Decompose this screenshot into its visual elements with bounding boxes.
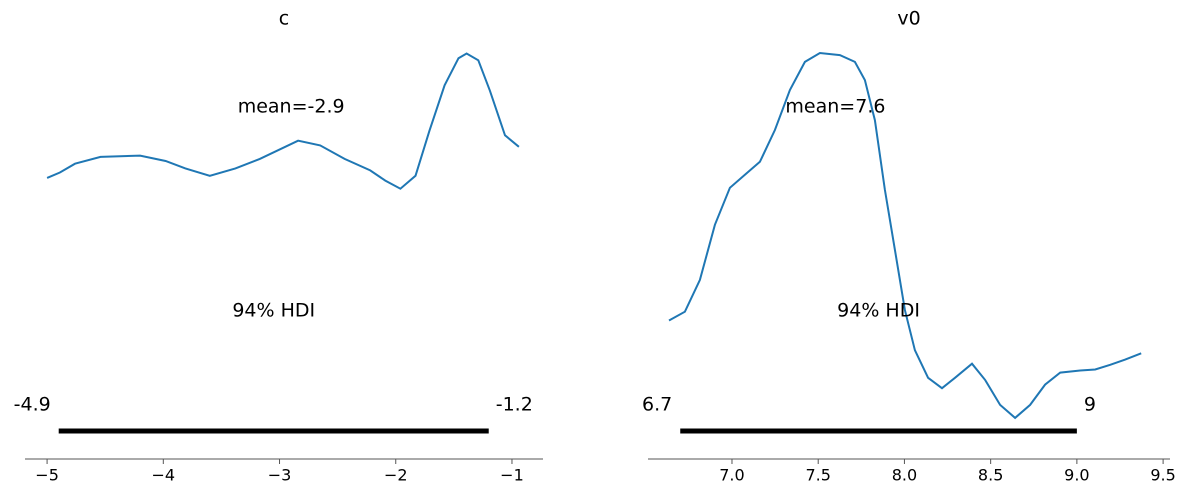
x-tick-label: 8.0: [892, 466, 917, 485]
mean-label: mean=7.6: [785, 96, 885, 118]
panel-title: v0: [897, 8, 920, 30]
hdi-upper: -1.2: [496, 394, 533, 416]
x-tick-label: 9.0: [1064, 466, 1089, 485]
x-tick-label: 7.5: [805, 466, 830, 485]
panel-title: c: [279, 8, 289, 30]
x-tick-label: 8.5: [978, 466, 1003, 485]
x-tick-label: −3: [268, 466, 292, 485]
x-tick-label: −5: [35, 466, 59, 485]
hdi-label: 94% HDI: [837, 300, 920, 322]
hdi-lower: -4.9: [14, 394, 51, 416]
x-tick-label: −1: [500, 466, 524, 485]
hdi-label: 94% HDI: [232, 300, 315, 322]
x-tick-label: −4: [152, 466, 176, 485]
x-tick-label: 9.5: [1150, 466, 1175, 485]
x-tick-label: 7.0: [719, 466, 744, 485]
hdi-upper: 9: [1084, 394, 1096, 416]
density-curve: [668, 51, 1142, 420]
mean-label: mean=-2.9: [238, 96, 345, 118]
hdi-lower: 6.7: [642, 394, 672, 416]
x-tick-label: −2: [384, 466, 408, 485]
density-curve: [46, 52, 520, 190]
